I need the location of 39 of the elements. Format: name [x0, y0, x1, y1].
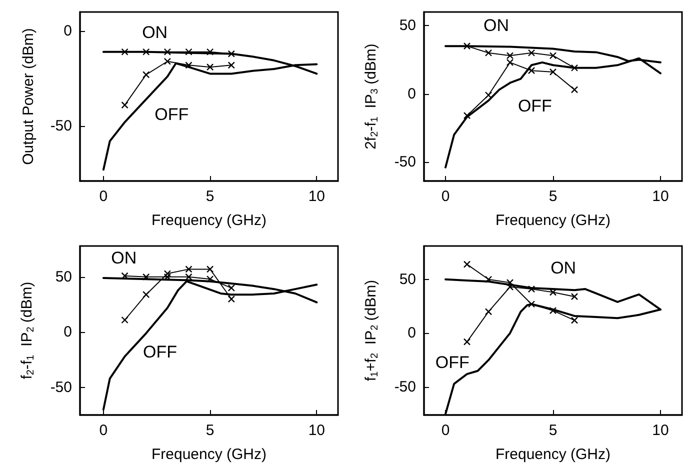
x-tick-label: 5 — [206, 188, 214, 205]
x-tick-label: 0 — [441, 422, 450, 438]
y-tick-label: -50 — [394, 378, 416, 396]
x-tick-label: 0 — [99, 422, 108, 438]
x-tick-label: 0 — [441, 188, 450, 205]
y-axis-title: 2f2-f1 IP3 (dBm) — [362, 44, 380, 150]
x-tick-label: 5 — [548, 422, 558, 438]
y-tick-label: 0 — [408, 85, 416, 102]
x-axis-title: Frequency (GHz) — [151, 446, 267, 462]
annotation: OFF — [518, 96, 552, 116]
y-tick-label: -50 — [394, 153, 416, 170]
y-tick-label: 50 — [399, 270, 416, 288]
y-tick-label: 0 — [64, 22, 72, 40]
y-axis-title: f2-f1 IP2 (dBm) — [18, 281, 36, 379]
annotation: ON — [142, 23, 168, 42]
y-axis-title: f1+f2 IP2 (dBm) — [362, 279, 380, 381]
y-tick-label: 50 — [55, 268, 72, 285]
y-tick-label: -50 — [50, 378, 72, 396]
annotation: OFF — [435, 352, 470, 372]
x-tick-label: 10 — [308, 188, 326, 205]
x-axis-title: Frequency (GHz) — [151, 212, 267, 229]
y-tick-label: 0 — [408, 324, 416, 342]
y-tick-label: 50 — [399, 17, 416, 34]
x-axis-title: Frequency (GHz) — [495, 446, 611, 462]
y-axis-title: Output Power (dBm) — [20, 28, 37, 165]
annotation: ON — [550, 258, 576, 278]
x-axis-title: Frequency (GHz) — [495, 212, 611, 229]
annotation: ON — [111, 248, 137, 267]
annotation: OFF — [154, 105, 189, 124]
x-tick-label: 10 — [652, 188, 669, 205]
x-tick-label: 5 — [206, 422, 214, 438]
x-tick-label: 10 — [308, 422, 326, 438]
x-tick-label: 5 — [548, 188, 558, 205]
annotation: OFF — [142, 342, 177, 362]
annotation: ON — [483, 16, 509, 36]
x-tick-label: 0 — [99, 188, 108, 205]
x-tick-label: 10 — [652, 422, 669, 438]
y-tick-label: -50 — [50, 117, 72, 134]
y-tick-label: 0 — [64, 323, 72, 340]
